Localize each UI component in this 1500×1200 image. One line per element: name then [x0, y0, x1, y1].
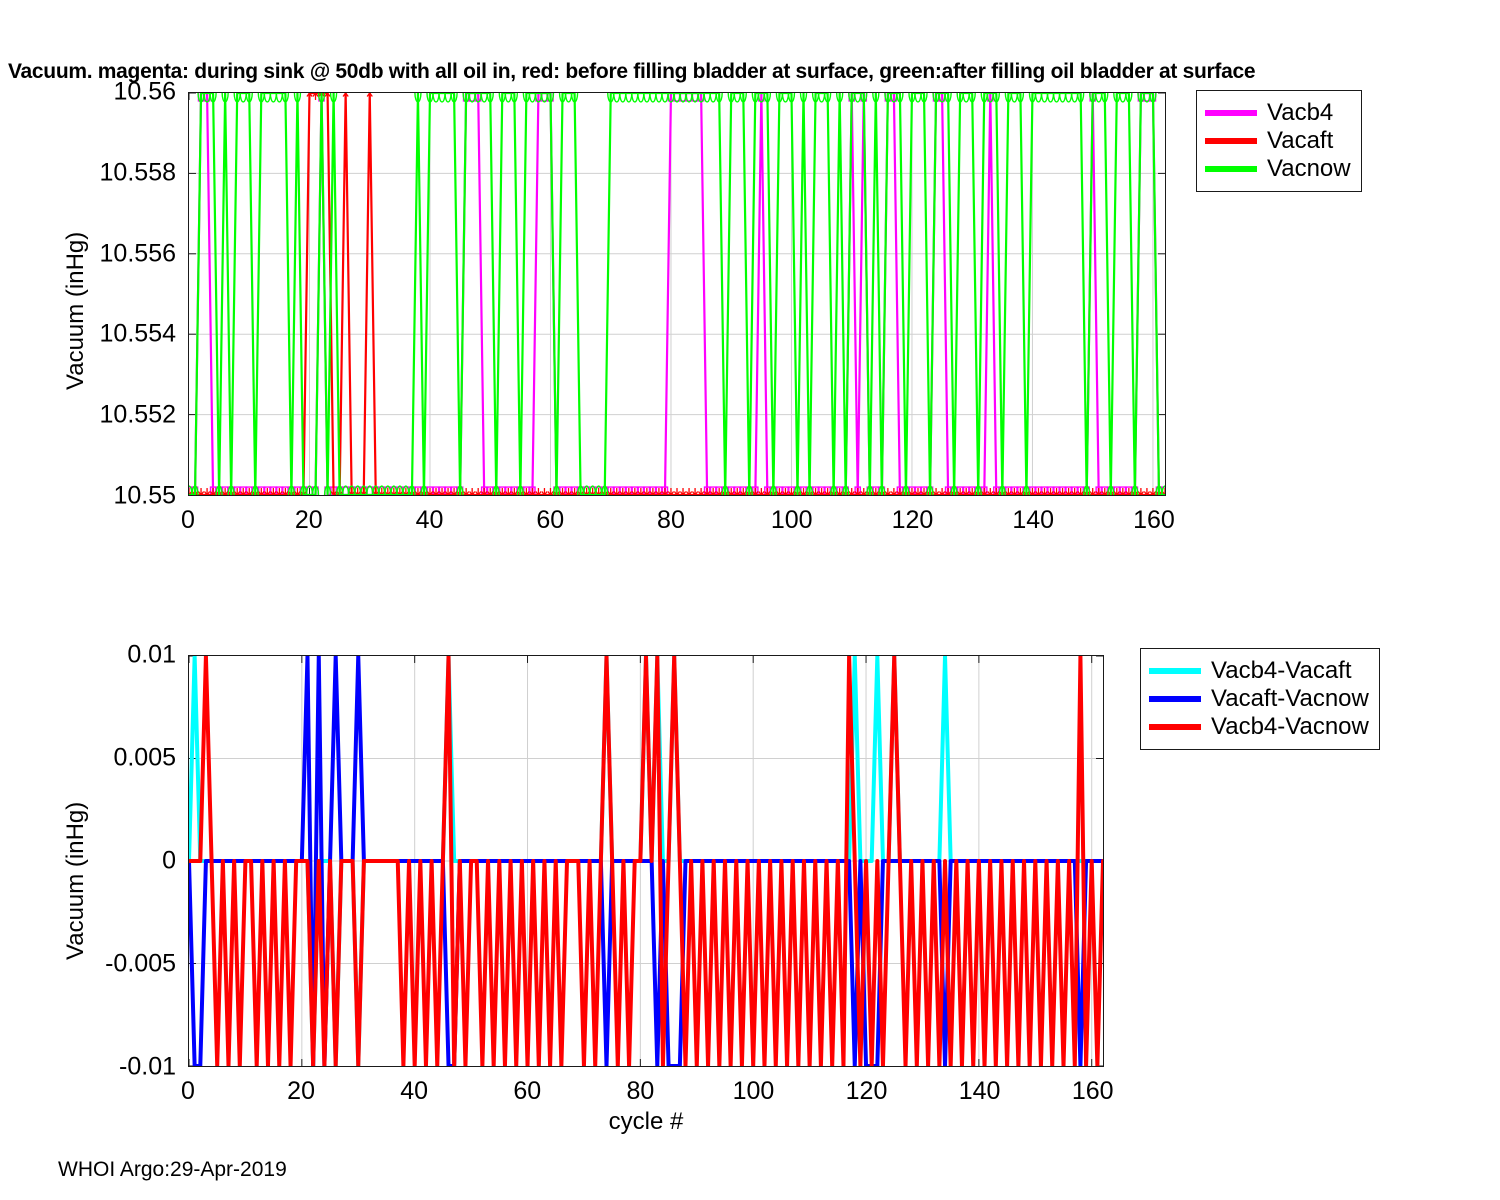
x-tick-label: 100: [732, 1077, 775, 1105]
legend-item[interactable]: Vacb4-Vacaft: [1149, 657, 1369, 685]
y-tick-label: 10.55: [113, 481, 176, 510]
legend-item[interactable]: Vacaft: [1205, 127, 1351, 155]
x-tick-label: 60: [513, 1077, 542, 1105]
legend-label-vacb4: Vacb4: [1267, 99, 1334, 126]
y-tick-label: 10.552: [99, 400, 176, 429]
x-tick-label: 140: [1012, 506, 1055, 534]
x-tick-label: 20: [294, 506, 323, 534]
legend-label-vacaft: Vacaft: [1267, 127, 1334, 154]
x-tick-label: 120: [891, 506, 934, 534]
legend-item[interactable]: Vacaft-Vacnow: [1149, 685, 1369, 713]
legend-swatch-vacb4: [1205, 110, 1257, 116]
x-tick-label: 0: [181, 1077, 195, 1105]
top-plot-ylabel: Vacuum (inHg): [62, 231, 89, 390]
x-tick-label: 120: [845, 1077, 888, 1105]
figure-title: Vacuum. magenta: during sink @ 50db with…: [8, 60, 1256, 83]
y-tick-label: 10.558: [99, 158, 176, 187]
bottom-plot-axes: [188, 655, 1104, 1067]
x-tick-label: 100: [770, 506, 813, 534]
legend-swatch-vacnow: [1205, 166, 1257, 172]
x-tick-label: 80: [657, 506, 685, 534]
y-tick-label: 10.56: [113, 77, 176, 106]
legend-item[interactable]: Vacb4-Vacnow: [1149, 713, 1369, 741]
x-tick-label: 140: [958, 1077, 1001, 1105]
top-plot-canvas: [189, 93, 1165, 495]
x-tick-label: 60: [536, 506, 565, 534]
y-tick-label: 0.01: [127, 640, 176, 669]
legend-item[interactable]: Vacb4: [1205, 99, 1351, 127]
y-tick-label: -0.005: [105, 949, 176, 978]
bottom-plot-ylabel: Vacuum (inHg): [62, 801, 89, 960]
legend-swatch-vacb4-vacaft: [1149, 668, 1201, 674]
legend-label-vacaft-vacnow: Vacaft-Vacnow: [1211, 685, 1369, 712]
bottom-plot-xlabel: cycle #: [608, 1108, 684, 1135]
bottom-plot-canvas: [189, 656, 1103, 1066]
x-tick-label: 80: [626, 1077, 655, 1105]
x-tick-label: 20: [287, 1077, 315, 1105]
y-tick-label: 0: [162, 846, 176, 875]
legend-label-vacb4-vacnow: Vacb4-Vacnow: [1211, 713, 1369, 740]
x-tick-label: 160: [1133, 506, 1175, 534]
bottom-plot-legend: Vacb4-Vacaft Vacaft-Vacnow Vacb4-Vacnow: [1140, 648, 1380, 750]
y-tick-label: 10.554: [99, 319, 176, 348]
y-tick-label: -0.01: [119, 1052, 176, 1081]
top-plot-axes: [188, 92, 1166, 496]
x-tick-label: 40: [415, 506, 444, 534]
legend-label-vacb4-vacaft: Vacb4-Vacaft: [1211, 657, 1352, 684]
legend-item[interactable]: Vacnow: [1205, 155, 1351, 183]
y-tick-label: 10.556: [99, 239, 176, 268]
top-plot-legend: Vacb4 Vacaft Vacnow: [1196, 90, 1362, 192]
x-tick-label: 160: [1071, 1077, 1114, 1105]
x-tick-label: 0: [181, 506, 195, 534]
y-tick-label: 0.005: [113, 743, 176, 772]
legend-label-vacnow: Vacnow: [1267, 155, 1351, 182]
legend-swatch-vacaft-vacnow: [1149, 696, 1201, 702]
legend-swatch-vacb4-vacnow: [1149, 724, 1201, 730]
legend-swatch-vacaft: [1205, 138, 1257, 144]
footer-note: WHOI Argo:29-Apr-2019: [58, 1158, 287, 1181]
x-tick-label: 40: [400, 1077, 429, 1105]
